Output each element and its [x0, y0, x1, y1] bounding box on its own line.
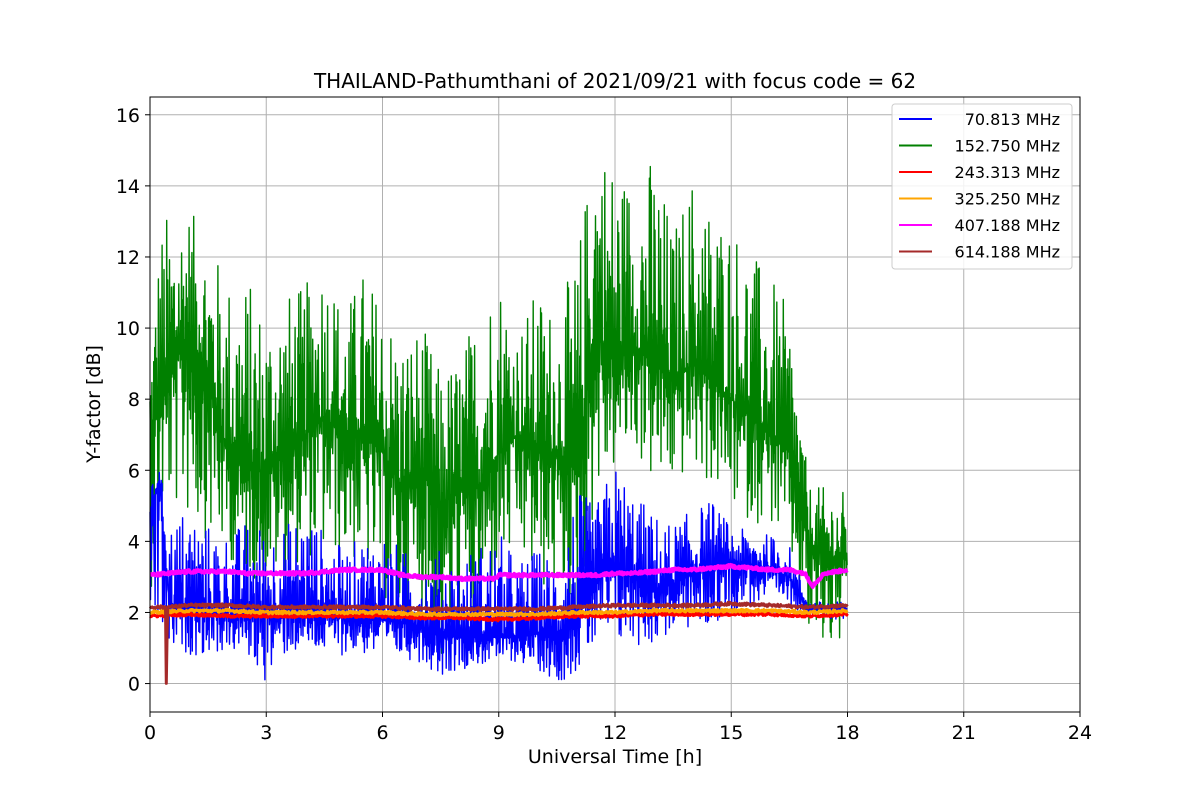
x-axis-ticks: 0 3 6 9 12 15 18 21 24: [144, 712, 1092, 744]
legend-label-407-188-mhz: 407.188 MHz: [955, 216, 1060, 235]
legend-label-152-750-mhz: 152.750 MHz: [955, 137, 1060, 156]
y-tick-label: 6: [128, 460, 140, 482]
y-axis-title: Y-factor [dB]: [83, 345, 105, 464]
x-tick-label: 24: [1068, 722, 1092, 744]
legend-label-243-313-mhz: 243.313 MHz: [955, 163, 1060, 182]
series-trend-325-250-mhz: [149, 609, 848, 616]
x-axis-title: Universal Time [h]: [528, 746, 702, 768]
series-layer: [148, 165, 849, 685]
legend-label-325-250-mhz: 325.250 MHz: [955, 190, 1060, 209]
y-tick-label: 8: [128, 389, 140, 411]
series-trend-614-188-mhz: [150, 602, 848, 684]
series-line-152-750-mhz: [149, 165, 848, 654]
x-tick-label: 15: [719, 722, 743, 744]
y-tick-label: 4: [128, 531, 140, 553]
legend-label-70-813-mhz: 70.813 MHz: [965, 110, 1060, 129]
x-tick-label: 12: [603, 722, 627, 744]
series-trend-407-188-mhz: [149, 565, 848, 588]
x-tick-label: 21: [952, 722, 976, 744]
chart-title: THAILAND-Pathumthani of 2021/09/21 with …: [313, 69, 916, 93]
legend-box: [891, 103, 1073, 270]
y-tick-label: 2: [128, 602, 140, 624]
x-tick-label: 0: [144, 722, 156, 744]
y-axis-ticks: 0 2 4 6 8 10 12 14 16: [116, 105, 150, 696]
legend: 70.813 MHz 152.750 MHz 243.313 MHz 325.250 …: [891, 103, 1073, 270]
x-tick-label: 6: [376, 722, 388, 744]
x-tick-label: 18: [835, 722, 859, 744]
x-tick-label: 3: [260, 722, 272, 744]
legend-label-614-188-mhz: 614.188 MHz: [955, 243, 1060, 262]
y-tick-label: 14: [116, 176, 140, 198]
y-tick-label: 10: [116, 318, 140, 340]
y-tick-label: 12: [116, 247, 140, 269]
y-tick-label: 16: [116, 105, 140, 127]
x-tick-label: 9: [493, 722, 505, 744]
series-trend-243-313-mhz: [149, 613, 848, 621]
y-tick-label: 0: [128, 674, 140, 696]
